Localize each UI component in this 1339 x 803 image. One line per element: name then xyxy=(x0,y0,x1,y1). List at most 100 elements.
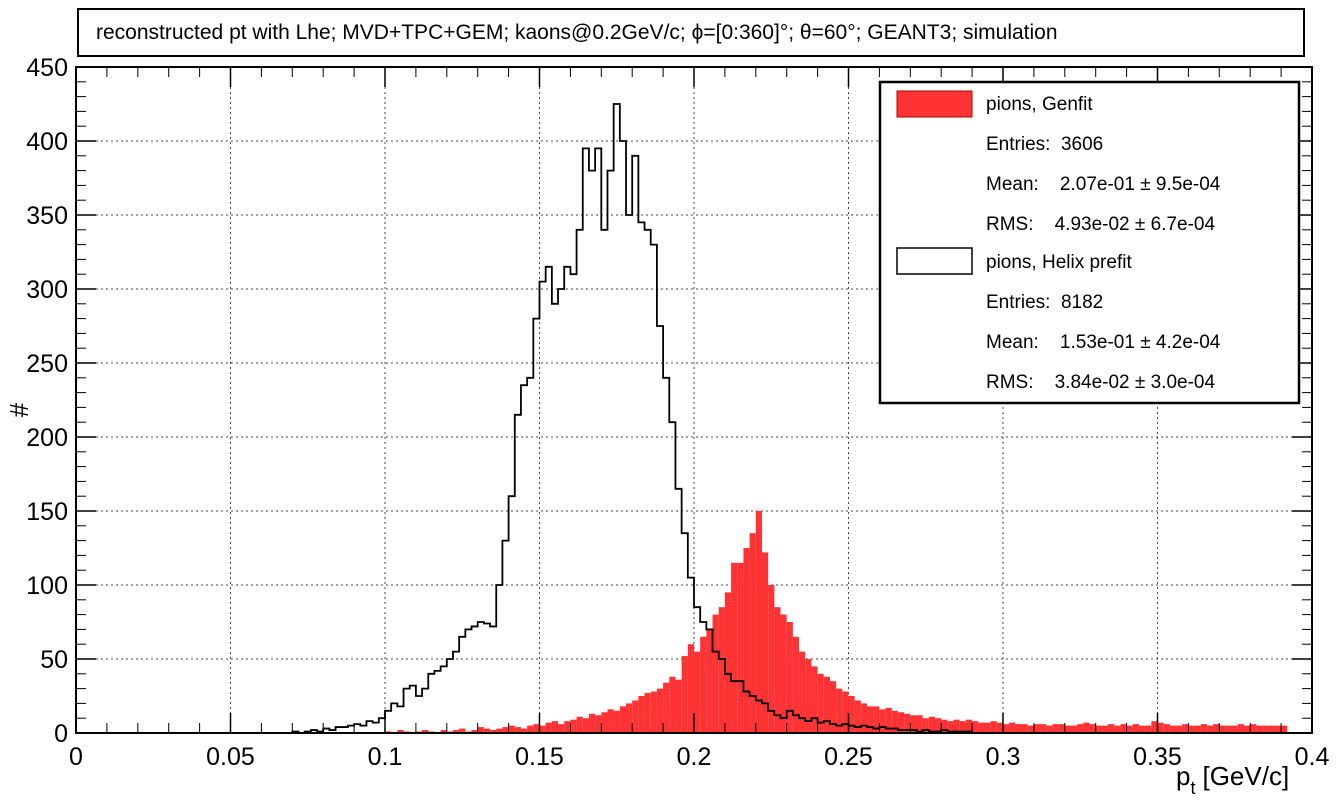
genfit-bar-32 xyxy=(582,718,589,733)
x-tick-label-7: 0.35 xyxy=(1133,743,1182,771)
y-axis-title: # xyxy=(4,402,34,417)
genfit-bar-81 xyxy=(885,707,892,733)
genfit-bar-141 xyxy=(1256,725,1263,733)
genfit-bar-9 xyxy=(440,730,447,733)
genfit-bar-31 xyxy=(576,716,583,733)
genfit-bar-123 xyxy=(1145,725,1152,733)
genfit-bar-27 xyxy=(551,721,559,733)
genfit-bar-44 xyxy=(656,688,664,733)
genfit-bar-2 xyxy=(397,730,404,733)
y-tick-label-3: 150 xyxy=(26,498,68,526)
genfit-bar-61 xyxy=(761,552,769,733)
genfit-bar-128 xyxy=(1176,725,1183,733)
genfit-bar-118 xyxy=(1114,725,1121,733)
genfit-bar-57 xyxy=(737,562,744,733)
genfit-bar-59 xyxy=(749,533,756,733)
genfit-bar-131 xyxy=(1194,725,1201,733)
genfit-bar-48 xyxy=(681,656,688,733)
genfit-bar-67 xyxy=(799,651,806,733)
y-tick-label-9: 450 xyxy=(26,54,68,82)
genfit-bar-98 xyxy=(990,721,997,733)
genfit-bar-65 xyxy=(786,622,793,733)
legend-rms-helix: RMS: 3.84e-02 ± 3.0e-04 xyxy=(986,372,1215,393)
legend-swatch-genfit xyxy=(896,90,973,118)
genfit-bar-51 xyxy=(700,636,707,733)
legend-entries-genfit: Entries: 3606 xyxy=(986,134,1103,155)
genfit-bar-104 xyxy=(1027,725,1034,733)
genfit-bar-116 xyxy=(1101,725,1109,733)
genfit-bar-113 xyxy=(1083,722,1090,733)
genfit-bar-79 xyxy=(873,706,880,733)
genfit-bar-103 xyxy=(1021,724,1028,733)
genfit-bar-133 xyxy=(1206,725,1214,733)
genfit-bar-43 xyxy=(650,691,657,733)
x-tick-label-8: 0.4 xyxy=(1295,743,1330,771)
genfit-bar-66 xyxy=(792,636,800,733)
genfit-bar-121 xyxy=(1132,724,1139,733)
genfit-bar-73 xyxy=(836,688,843,733)
genfit-bar-127 xyxy=(1169,725,1177,733)
genfit-bar-58 xyxy=(743,548,750,733)
genfit-bar-64 xyxy=(780,614,787,733)
x-tick-label-3: 0.15 xyxy=(515,743,564,771)
genfit-bar-85 xyxy=(910,715,917,733)
genfit-bar-145 xyxy=(1281,725,1288,733)
genfit-bar-29 xyxy=(564,721,571,733)
x-axis-title: pt [GeV/c] xyxy=(1176,761,1289,798)
x-tick-label-5: 0.25 xyxy=(824,743,873,771)
genfit-bar-117 xyxy=(1108,724,1115,733)
genfit-bar-94 xyxy=(965,719,973,733)
genfit-bar-21 xyxy=(514,727,521,733)
genfit-bar-75 xyxy=(848,696,855,733)
genfit-bar-112 xyxy=(1077,724,1084,733)
genfit-bar-76 xyxy=(854,700,861,733)
legend-rms-genfit: RMS: 4.93e-02 ± 6.7e-04 xyxy=(986,214,1215,235)
legend-mean-genfit: Mean: 2.07e-01 ± 9.5e-04 xyxy=(986,174,1221,195)
genfit-bar-91 xyxy=(947,721,954,733)
x-tick-label-4: 0.2 xyxy=(677,743,712,771)
genfit-bar-136 xyxy=(1225,725,1232,733)
genfit-bar-62 xyxy=(768,585,775,733)
x-tick-label-1: 0.05 xyxy=(206,743,255,771)
genfit-bar-17 xyxy=(490,730,497,733)
genfit-bar-114 xyxy=(1089,724,1096,733)
y-tick-label-8: 400 xyxy=(26,128,68,156)
genfit-bar-138 xyxy=(1237,724,1245,733)
genfit-bar-14 xyxy=(471,730,478,733)
genfit-bar-142 xyxy=(1262,725,1269,733)
genfit-bar-60 xyxy=(755,511,762,733)
legend-mean-helix: Mean: 1.53e-01 ± 4.2e-04 xyxy=(986,332,1221,353)
genfit-bar-84 xyxy=(904,713,911,733)
genfit-bar-24 xyxy=(533,724,540,733)
genfit-bar-102 xyxy=(1015,724,1022,733)
legend-swatch-helix xyxy=(896,247,973,275)
genfit-bar-53 xyxy=(712,614,719,733)
title-box: reconstructed pt with Lhe; MVD+TPC+GEM; … xyxy=(77,8,1305,57)
x-tick-label-6: 0.3 xyxy=(986,743,1021,771)
genfit-bar-40 xyxy=(632,700,639,733)
genfit-bar-109 xyxy=(1058,724,1065,733)
genfit-bar-119 xyxy=(1120,724,1127,733)
genfit-bar-134 xyxy=(1213,724,1220,733)
genfit-bar-22 xyxy=(520,728,528,733)
genfit-bar-25 xyxy=(539,725,546,733)
legend-entries-helix: Entries: 8182 xyxy=(986,292,1103,313)
x-axis-title-sub: t xyxy=(1190,778,1195,798)
genfit-bar-15 xyxy=(477,727,484,733)
genfit-bar-33 xyxy=(588,713,596,733)
axis-ticks xyxy=(75,66,1313,734)
y-tick-label-5: 250 xyxy=(26,350,68,378)
genfit-bar-125 xyxy=(1157,722,1164,733)
legend-label-genfit: pions, Genfit xyxy=(986,94,1093,115)
genfit-bar-83 xyxy=(897,712,905,733)
genfit-bar-28 xyxy=(558,724,565,733)
x-axis-title-unit: [GeV/c] xyxy=(1202,761,1289,791)
genfit-bar-95 xyxy=(972,721,979,733)
genfit-bar-41 xyxy=(638,696,645,733)
genfit-bar-52 xyxy=(706,629,713,733)
series-helix xyxy=(76,103,1312,734)
genfit-bar-19 xyxy=(502,727,509,733)
y-tick-labels: 0 50 100 150 200 250 300 350 400 450 xyxy=(26,54,68,748)
genfit-bar-16 xyxy=(483,728,491,733)
